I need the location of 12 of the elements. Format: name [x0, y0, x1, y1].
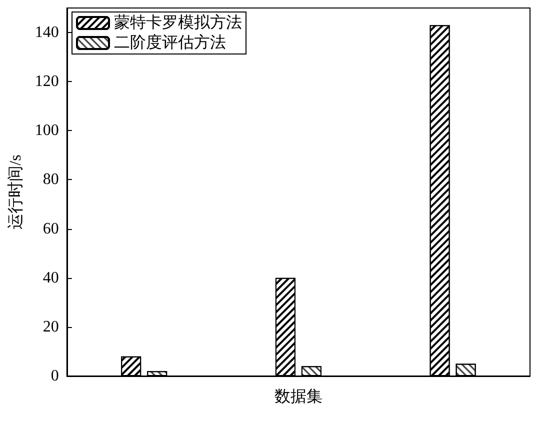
y-tick-label: 120	[34, 73, 59, 90]
y-tick-label: 0	[50, 368, 59, 384]
legend-label: 蒙特卡罗模拟方法	[114, 14, 242, 32]
y-tick-label: 40	[42, 269, 59, 286]
y-tick-label: 80	[42, 171, 59, 188]
y-axis-title: 运行时间/s	[6, 154, 24, 230]
legend-label: 二阶度评估方法	[114, 34, 226, 52]
y-tick-label: 140	[34, 24, 59, 42]
x-axis-title: 数据集	[274, 388, 322, 406]
y-tick-label: 100	[34, 122, 59, 140]
y-tick-label: 60	[42, 220, 59, 238]
y-tick-label: 20	[42, 318, 59, 336]
